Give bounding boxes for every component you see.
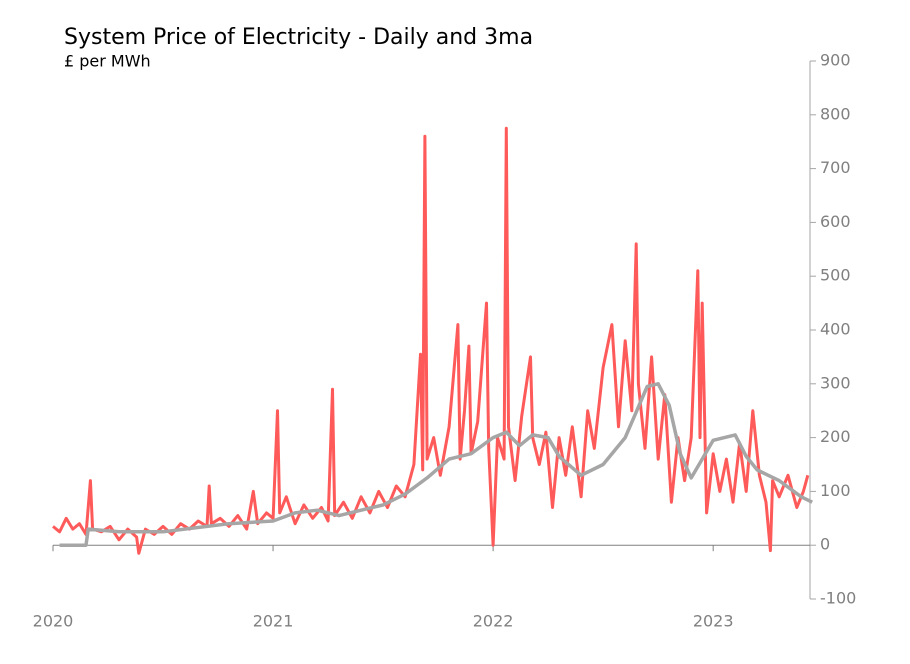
- y-tick-label: 400: [820, 320, 851, 339]
- x-tick-label: 2022: [473, 612, 514, 631]
- y-tick-label: 0: [820, 535, 830, 554]
- y-tick-label: 100: [820, 481, 851, 500]
- y-tick-label: 600: [820, 212, 851, 231]
- chart-title: System Price of Electricity - Daily and …: [64, 25, 533, 50]
- y-tick-label: 800: [820, 104, 851, 123]
- y-tick-label: 500: [820, 266, 851, 285]
- series-line: [52, 126, 810, 555]
- chart-subtitle: £ per MWh: [64, 52, 151, 71]
- x-tick-label: 2020: [33, 612, 74, 631]
- y-tick-label: -100: [820, 589, 856, 608]
- y-tick-label: 200: [820, 427, 851, 446]
- x-tick-label: 2023: [693, 612, 734, 631]
- y-tick-label: 300: [820, 373, 851, 392]
- series-line: [59, 382, 813, 547]
- x-tick-label: 2021: [253, 612, 294, 631]
- y-tick-label: 700: [820, 158, 851, 177]
- y-tick-label: 900: [820, 51, 851, 70]
